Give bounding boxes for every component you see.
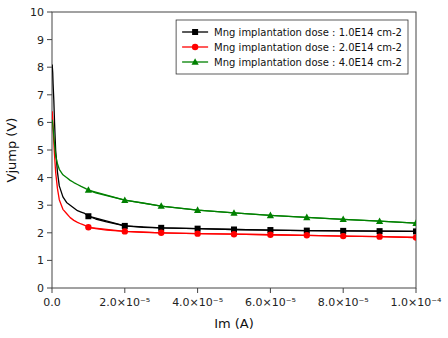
series-line xyxy=(52,120,416,224)
y-tick xyxy=(47,150,52,151)
series-marker xyxy=(303,214,310,221)
x-tick-label: 6.0×10⁻⁵ xyxy=(245,296,296,309)
y-tick-label: 9 xyxy=(37,34,44,47)
y-tick xyxy=(47,232,52,233)
series-marker xyxy=(231,231,237,237)
plot-frame xyxy=(52,12,416,288)
series-line xyxy=(88,190,416,223)
y-tick-label: 2 xyxy=(37,227,44,240)
legend-label: Mng implantation dose : 4.0E14 cm-2 xyxy=(214,57,402,68)
chart: 0.0 2.0×10⁻⁵ 4.0×10⁻⁵ 6.0×10⁻⁵ 8.0×10⁻⁵ 1.0×1… xyxy=(0,0,448,338)
y-tick xyxy=(47,12,52,13)
legend-swatch-marker xyxy=(192,29,198,35)
series-marker xyxy=(122,228,128,234)
series-marker xyxy=(304,232,310,238)
x-tick xyxy=(270,288,271,293)
y-tick xyxy=(47,260,52,261)
plot-area xyxy=(52,64,416,240)
y-tick xyxy=(47,39,52,40)
y-tick-label: 4 xyxy=(37,172,44,185)
y-tick xyxy=(47,122,52,123)
y-tick-label: 5 xyxy=(37,144,44,157)
series-marker xyxy=(376,217,383,224)
x-tick xyxy=(197,288,198,293)
legend: Mng implantation dose : 1.0E14 cm-2 Mng i… xyxy=(176,20,408,74)
series-marker xyxy=(230,209,237,216)
y-tick-label: 6 xyxy=(37,116,44,129)
x-tick-label: 8.0×10⁻⁵ xyxy=(318,296,369,309)
x-tick xyxy=(124,288,125,293)
legend-swatch-marker xyxy=(192,58,199,65)
series-marker xyxy=(121,196,128,203)
series-marker xyxy=(413,228,416,234)
series-marker xyxy=(194,230,200,236)
series-line xyxy=(88,216,416,231)
y-tick xyxy=(47,67,52,68)
x-tick-label: 1.0×10⁻⁴ xyxy=(391,296,443,309)
y-tick xyxy=(47,94,52,95)
legend-label: Mng implantation dose : 1.0E14 cm-2 xyxy=(214,27,402,38)
series-marker xyxy=(413,234,416,240)
legend-box xyxy=(176,20,408,74)
series-marker xyxy=(377,228,383,234)
y-tick-label: 8 xyxy=(37,61,44,74)
series-marker xyxy=(194,206,201,213)
y-tick-label: 10 xyxy=(30,6,44,19)
x-tick-label: 2.0×10⁻⁵ xyxy=(99,296,150,309)
series-marker xyxy=(85,186,92,193)
series-marker xyxy=(85,213,91,219)
y-tick-label: 3 xyxy=(37,199,44,212)
y-tick-label: 7 xyxy=(37,89,44,102)
x-tick xyxy=(52,288,53,293)
x-axis-label: Im (A) xyxy=(214,316,254,331)
series-marker xyxy=(122,223,128,229)
series-marker xyxy=(267,212,274,219)
x-tick xyxy=(343,288,344,293)
x-tick-label: 4.0×10⁻⁵ xyxy=(172,296,223,309)
series-marker xyxy=(340,215,347,222)
series-marker xyxy=(340,233,346,239)
legend-swatch-marker xyxy=(192,44,198,50)
y-tick-label: 0 xyxy=(37,282,44,295)
y-tick-label: 1 xyxy=(37,254,44,267)
y-tick xyxy=(47,177,52,178)
x-tick-label: 0.0 xyxy=(43,296,61,309)
series-marker xyxy=(158,230,164,236)
legend-label: Mng implantation dose : 2.0E14 cm-2 xyxy=(214,42,402,53)
series-line xyxy=(52,64,416,231)
series-marker xyxy=(85,224,91,230)
x-tick xyxy=(416,288,417,293)
series-line xyxy=(52,111,416,237)
y-tick xyxy=(47,288,52,289)
y-axis-label: Vjump (V) xyxy=(4,118,19,183)
y-tick xyxy=(47,205,52,206)
series-marker xyxy=(376,233,382,239)
series-marker xyxy=(267,232,273,238)
series-marker xyxy=(158,202,165,209)
series-line xyxy=(88,227,416,237)
series-marker xyxy=(412,219,416,226)
